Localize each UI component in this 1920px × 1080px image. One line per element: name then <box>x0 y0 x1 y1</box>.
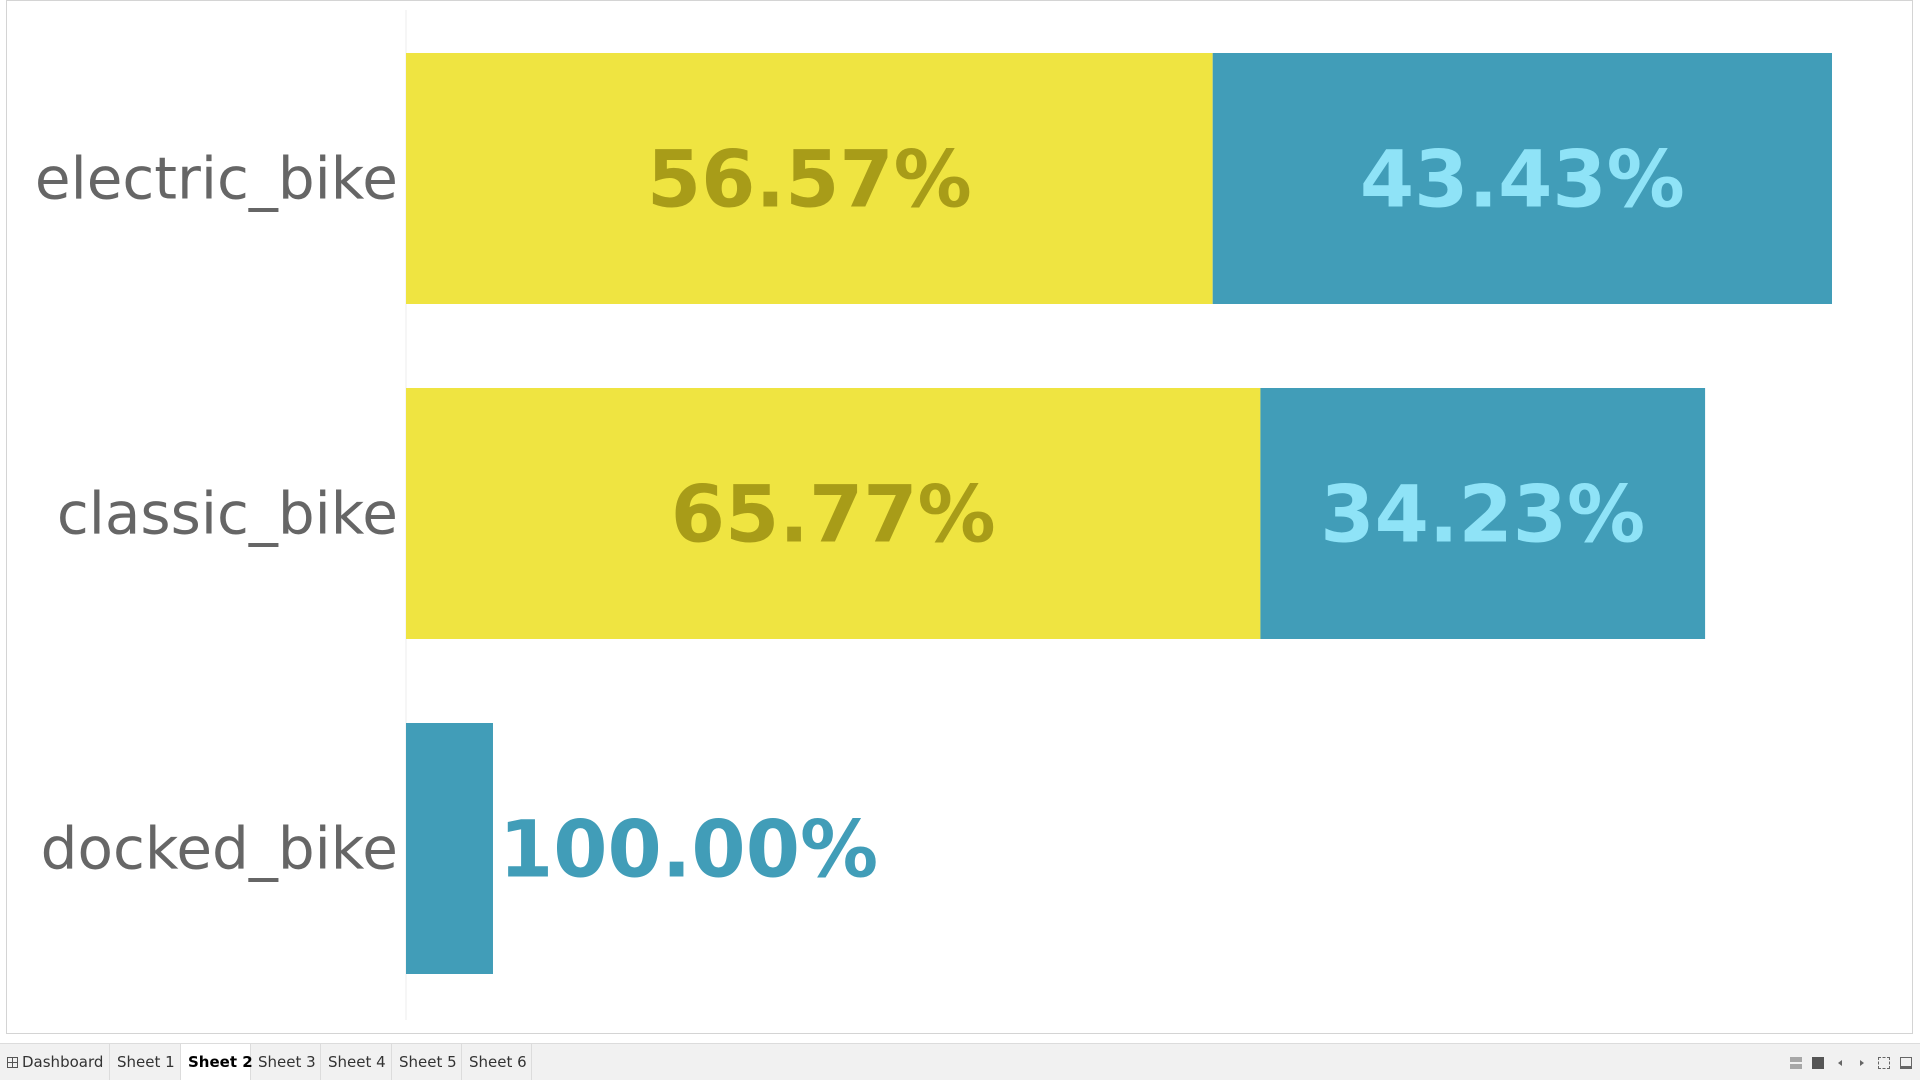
bar-segment-docked-bike-0[interactable] <box>406 723 493 974</box>
tab-label: Sheet 5 <box>399 1053 457 1071</box>
show-tabs-icon[interactable] <box>1790 1057 1802 1069</box>
data-label-electric-bike-0: 56.57% <box>647 136 972 226</box>
dashboard-grid-icon <box>7 1057 18 1068</box>
tab-sheet-4[interactable]: Sheet 4 <box>321 1044 392 1080</box>
presentation-mode-icon[interactable] <box>1900 1057 1912 1069</box>
bar-segment-electric-bike-1[interactable] <box>1212 53 1832 304</box>
category-label-electric-bike: electric_bike <box>35 145 398 213</box>
data-label-classic-bike-0: 65.77% <box>671 471 996 561</box>
previous-sheet-icon[interactable] <box>1834 1057 1846 1069</box>
bar-segment-classic-bike-0[interactable] <box>406 388 1261 639</box>
square-view-icon[interactable] <box>1812 1057 1824 1069</box>
data-label-docked-bike-0: 100.00% <box>499 806 878 896</box>
sheet-tab-bar: Dashboard Sheet 1 Sheet 2 Sheet 3 Sheet … <box>0 1043 1920 1080</box>
sheet-nav-controls <box>1790 1055 1912 1071</box>
data-label-classic-bike-1: 34.23% <box>1320 471 1645 561</box>
data-label-electric-bike-1: 43.43% <box>1360 136 1685 226</box>
tab-label: Sheet 6 <box>469 1053 527 1071</box>
tab-label: Sheet 1 <box>117 1053 175 1071</box>
category-label-classic-bike: classic_bike <box>57 480 398 548</box>
tab-sheet-1[interactable]: Sheet 1 <box>110 1044 181 1080</box>
tab-label: Sheet 2 <box>188 1053 253 1071</box>
tab-sheet-3[interactable]: Sheet 3 <box>251 1044 321 1080</box>
tab-sheet-6[interactable]: Sheet 6 <box>462 1044 532 1080</box>
tab-label: Sheet 4 <box>328 1053 386 1071</box>
tab-label: Sheet 3 <box>258 1053 316 1071</box>
bar-segment-electric-bike-0[interactable] <box>406 53 1213 304</box>
bar-segment-classic-bike-1[interactable] <box>1260 388 1706 639</box>
category-label-docked-bike: docked_bike <box>41 815 398 883</box>
tab-label: Dashboard <box>22 1053 104 1071</box>
stacked-bar-chart: electric_bike 56.57% 43.43% classic_bike 65.… <box>35 10 1832 1020</box>
next-sheet-icon[interactable] <box>1856 1057 1868 1069</box>
tab-dashboard[interactable]: Dashboard <box>0 1044 110 1080</box>
fullscreen-icon[interactable] <box>1878 1057 1890 1069</box>
tab-sheet-2[interactable]: Sheet 2 <box>181 1044 253 1080</box>
bars-layer: electric_bike 56.57% 43.43% classic_bike 65.… <box>35 53 1832 974</box>
tab-sheet-5[interactable]: Sheet 5 <box>392 1044 462 1080</box>
